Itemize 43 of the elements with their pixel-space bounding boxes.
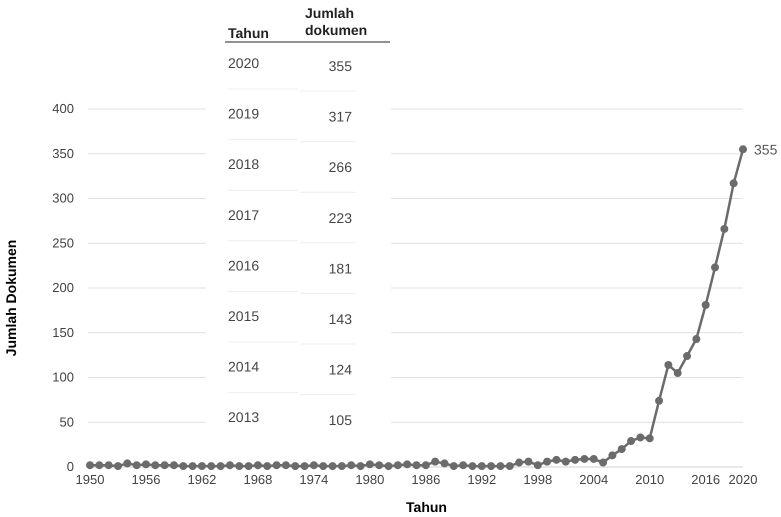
annotation: 223 <box>328 210 352 226</box>
data-label: 355 <box>754 141 778 158</box>
y-tick-label: 150 <box>52 324 74 340</box>
text: 2020 <box>228 55 260 71</box>
x-tick-label: 1950 <box>76 472 104 488</box>
y-tick-label: 300 <box>52 190 74 206</box>
annotation: 266 <box>328 159 352 176</box>
text: Tahun <box>228 25 269 41</box>
x-tick-label: 1962 <box>187 472 216 488</box>
y-axis-title: Jumlah Dokumen <box>3 240 19 356</box>
x-tick-label: 1974 <box>299 472 328 488</box>
y-tick-label: 200 <box>52 280 74 296</box>
text: Jumlah dokumen <box>305 5 368 38</box>
text: 355 <box>328 58 352 74</box>
annotation: 317 <box>328 108 352 125</box>
x-axis-title: Tahun <box>406 499 447 515</box>
y-tick-label: 50 <box>60 414 74 430</box>
annotation: 124 <box>328 362 352 378</box>
y-tick-label: 250 <box>52 235 74 250</box>
y-tick-label: 100 <box>52 370 74 385</box>
annotation: 2016 <box>228 257 260 274</box>
annotation: 2014 <box>228 358 260 375</box>
y-tick-label: 400 <box>52 101 74 116</box>
y-tick-label: 0 <box>66 459 74 474</box>
x-tick-label: 1968 <box>243 472 272 488</box>
annotation: 2013 <box>228 409 260 426</box>
y-tick-label: 350 <box>52 146 74 161</box>
x-tick-label: 1956 <box>132 472 160 488</box>
x-tick-label: 1986 <box>411 472 440 488</box>
x-tick-label: 2004 <box>579 472 608 488</box>
x-tick-label: 2010 <box>635 472 664 488</box>
annotation: 2015 <box>228 308 260 324</box>
x-tick-label: 2020 <box>728 472 758 488</box>
x-tick-label: 2016 <box>691 472 720 488</box>
x-tick-label: 1998 <box>523 472 552 488</box>
x-tick-label: 1980 <box>355 472 384 488</box>
annotation: 2019 <box>228 106 260 122</box>
annotation: 143 <box>328 311 352 327</box>
annotation: 105 <box>328 412 352 428</box>
annotation: 2018 <box>228 156 260 172</box>
annotation: 181 <box>328 260 352 276</box>
x-tick-label: 1992 <box>467 472 496 488</box>
annotation: 2017 <box>228 206 260 223</box>
